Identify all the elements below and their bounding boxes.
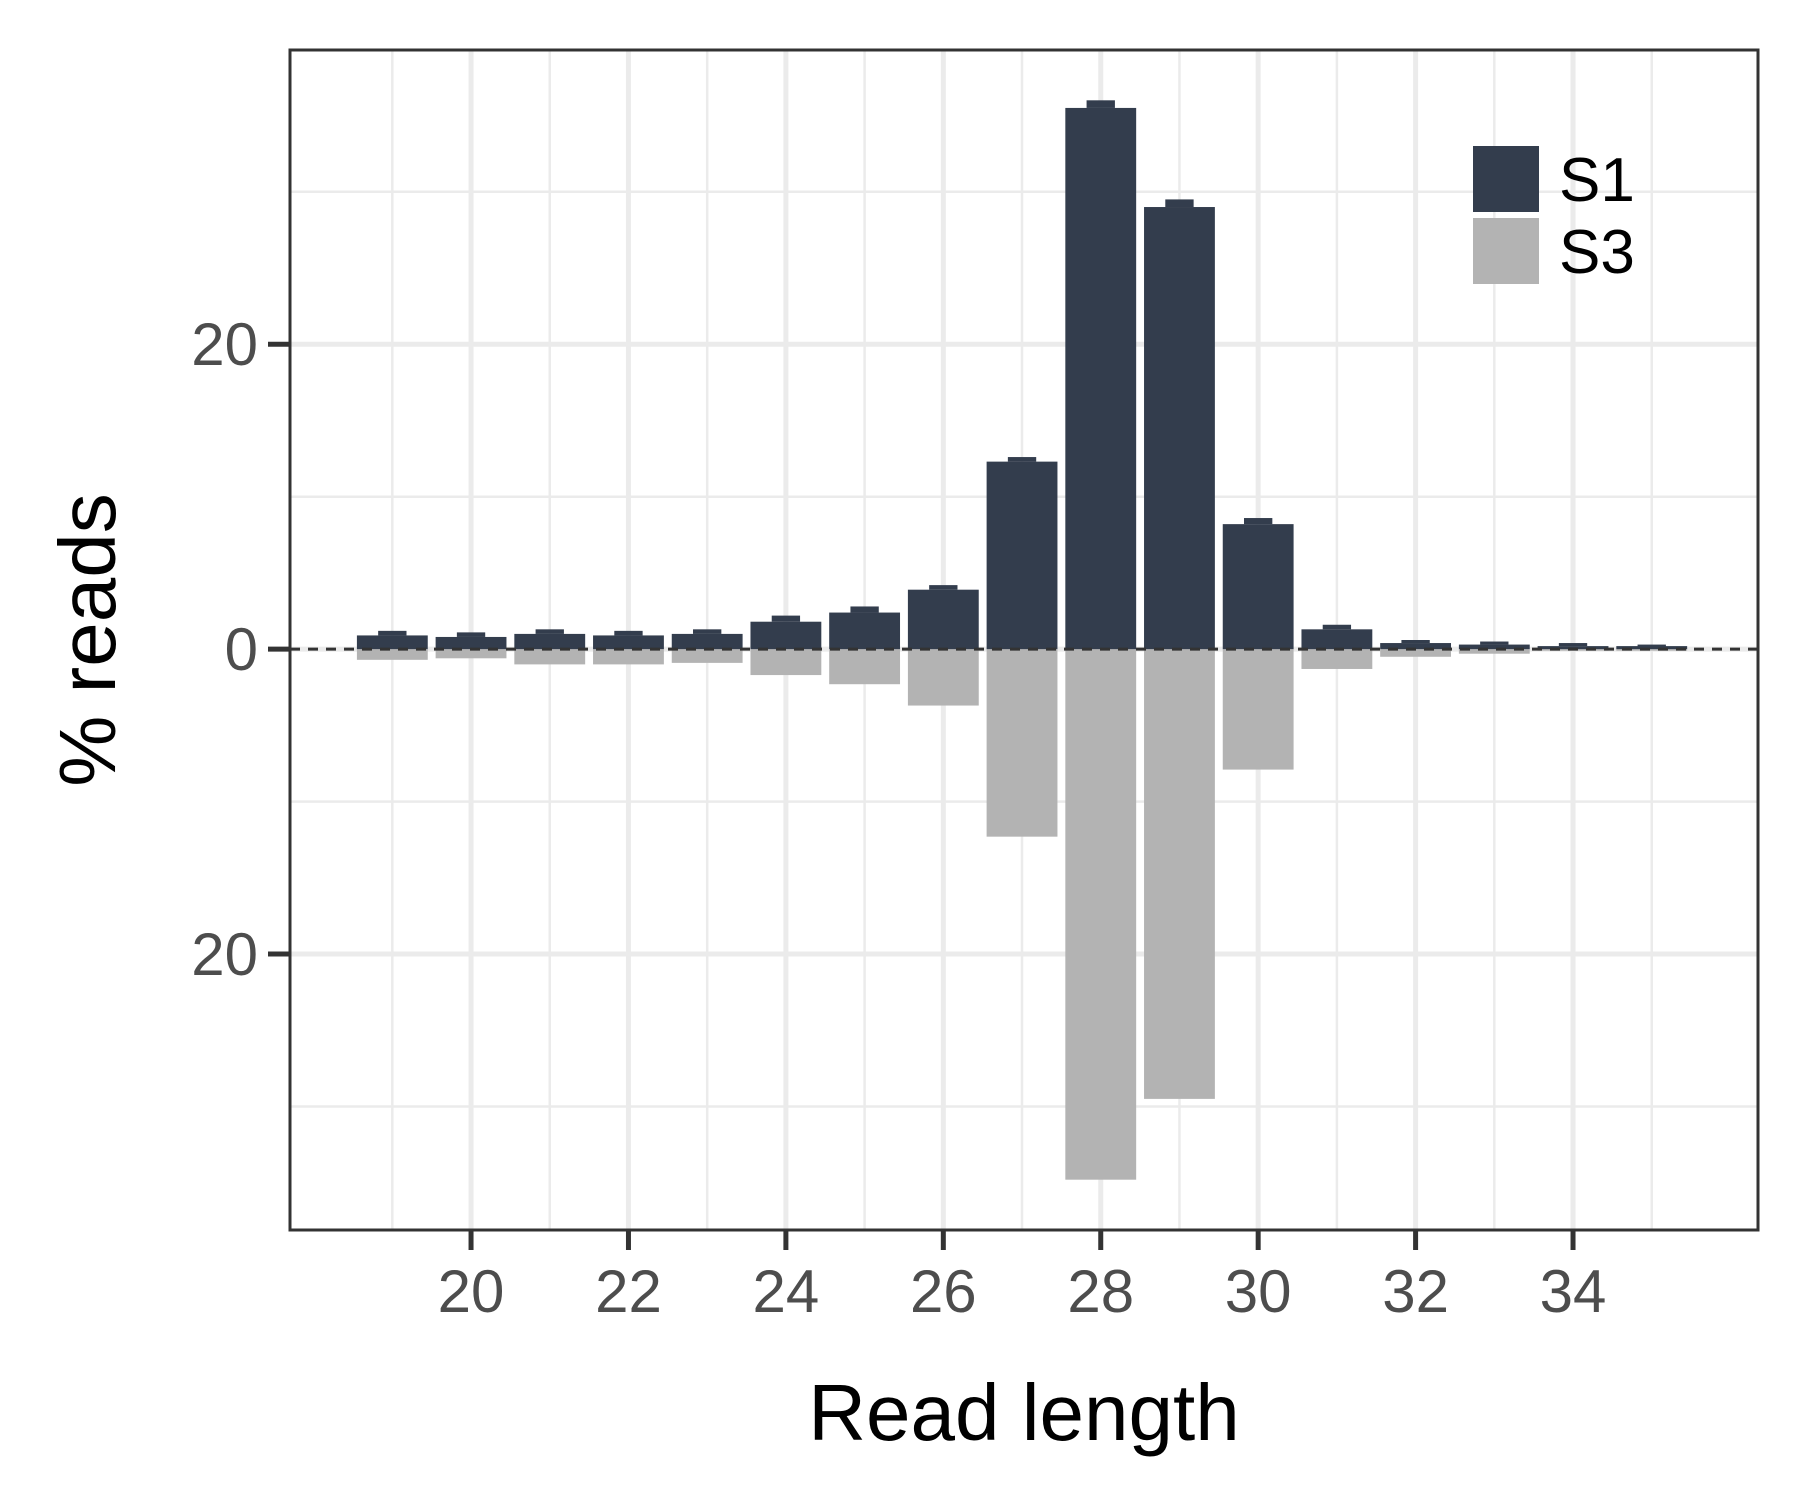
bar-s3 [907, 649, 979, 706]
bar-s1 [986, 461, 1058, 650]
x-axis-title: Read length [808, 1368, 1239, 1457]
bar-s3 [671, 649, 743, 663]
bar-s1 [1458, 644, 1530, 650]
bar-s3 [1144, 649, 1215, 1099]
error-bar-s1 [693, 629, 722, 634]
y-axis: 20 0 20 [191, 311, 290, 988]
bar-s3 [1301, 649, 1373, 669]
bar-s1 [750, 621, 822, 650]
y-tick-label: 20 [191, 311, 258, 378]
x-tick-label: 20 [438, 1258, 505, 1325]
bar-s1 [1065, 107, 1137, 650]
error-bar-s1 [771, 615, 801, 622]
x-tick-label: 32 [1382, 1258, 1449, 1325]
bar-s3 [435, 649, 507, 659]
bar-s3 [356, 649, 428, 660]
plot-frame [288, 48, 1760, 1232]
legend-label-s1: S1 [1559, 146, 1635, 215]
x-axis: 20 22 24 26 28 30 32 34 [438, 1230, 1607, 1325]
bar-s3 [986, 649, 1058, 837]
x-tick-label: 30 [1225, 1258, 1292, 1325]
bar-s3 [1616, 649, 1688, 651]
x-tick-label: 34 [1540, 1258, 1607, 1325]
y-tick-label: 20 [191, 921, 258, 988]
bar-s1 [829, 612, 901, 650]
bar-s3 [514, 649, 586, 665]
bar-s3 [593, 649, 664, 665]
bar-s1 [1537, 646, 1609, 650]
error-bar-s1 [1165, 199, 1194, 208]
bar-s1 [1222, 524, 1294, 650]
bar-s3 [1222, 649, 1294, 770]
bar-s1 [435, 636, 507, 650]
x-tick-label: 26 [910, 1258, 977, 1325]
series-s3-bars [356, 649, 1688, 1180]
error-bar-s1 [1007, 457, 1037, 462]
x-tick-label: 24 [753, 1258, 820, 1325]
bar-s1 [1144, 207, 1215, 650]
bar-s1 [907, 589, 979, 650]
bar-s1 [671, 633, 743, 650]
error-bar-s1 [456, 632, 486, 637]
error-bar-s1 [1244, 518, 1273, 525]
x-tick-label: 28 [1067, 1258, 1134, 1325]
error-bar-s1 [378, 630, 407, 636]
bar-s1 [1616, 646, 1688, 650]
error-bar-s1 [1480, 641, 1509, 645]
error-bar-s1 [1637, 644, 1666, 648]
error-bar-s1 [1401, 640, 1430, 644]
y-axis-title: % reads [43, 493, 132, 786]
legend-key-s1 [1473, 146, 1539, 212]
error-bar-s1 [1558, 643, 1588, 647]
x-tick-label: 22 [595, 1258, 662, 1325]
legend-key-s3 [1473, 218, 1539, 284]
bar-s1 [1380, 643, 1452, 650]
bar-s1 [356, 635, 428, 650]
bar-s3 [750, 649, 822, 676]
y-tick-label: 0 [225, 616, 258, 683]
bar-s1 [593, 635, 664, 650]
error-bar-s1 [614, 630, 643, 636]
bar-s3 [829, 649, 901, 685]
error-bar-s1 [535, 629, 564, 634]
error-bar-s1 [1322, 624, 1352, 630]
error-bar-s1 [929, 585, 958, 590]
bar-s3 [1380, 649, 1452, 657]
bar-s3 [1065, 649, 1137, 1180]
error-bar-s1 [1086, 100, 1115, 108]
bar-s1 [514, 633, 586, 650]
bar-s1 [1301, 629, 1373, 650]
bar-s3 [1458, 649, 1530, 654]
error-bar-s1 [850, 606, 879, 613]
series-s1-bars [356, 107, 1688, 650]
legend-label-s3: S3 [1559, 218, 1635, 287]
series-s1-error-bars [378, 100, 1666, 648]
